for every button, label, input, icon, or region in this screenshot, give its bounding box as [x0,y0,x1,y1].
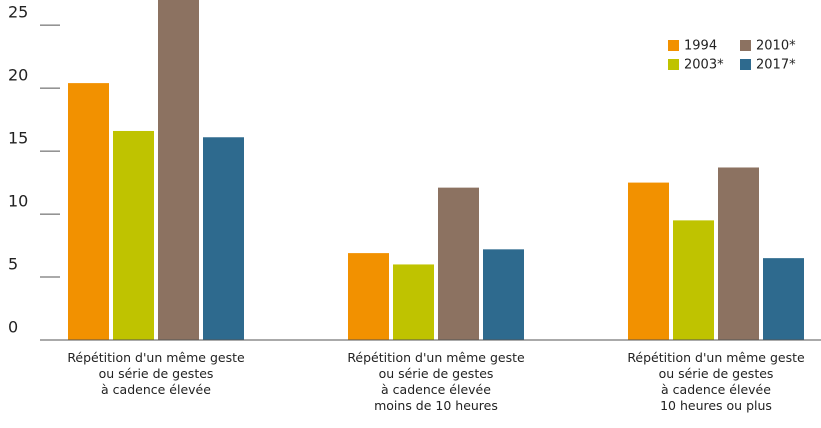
bar [113,130,154,340]
legend-swatch [740,40,751,51]
bar [438,187,479,340]
y-tick-label: 15 [8,129,28,148]
bar [68,83,109,340]
bar [203,137,244,340]
bar [348,253,389,340]
bar [718,167,759,340]
x-tick-label: Répétition d'un même geste ou série de ge… [67,350,245,397]
bar [158,0,199,340]
bar [393,264,434,340]
legend-swatch [740,59,751,70]
x-tick-label: Répétition d'un même geste ou série de ge… [627,350,805,413]
y-tick-label: 10 [8,192,28,211]
legend-label: 2003* [684,58,724,73]
plot-area [68,0,804,340]
legend-label: 2017* [756,58,796,73]
y-tick-label: 25 [8,3,28,22]
y-tick-label: 0 [8,318,18,337]
x-tick-label: Répétition d'un même geste ou série de ge… [347,350,525,413]
legend-label: 2010* [756,39,796,54]
bar [483,249,524,340]
legend-label: 1994 [684,39,717,54]
legend-swatch [668,59,679,70]
y-tick-label: 5 [8,255,18,274]
y-tick-label: 20 [8,66,28,85]
bar [628,182,669,340]
bar [673,220,714,340]
bar [763,258,804,340]
legend-swatch [668,40,679,51]
